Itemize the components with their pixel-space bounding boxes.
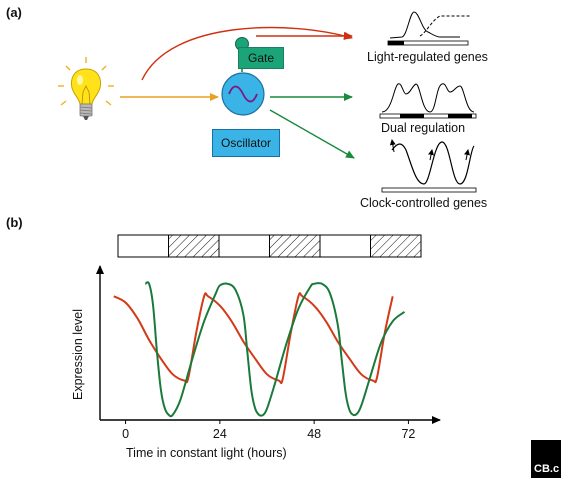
gate-label: Gate bbox=[247, 51, 274, 65]
light-regulated-profile bbox=[387, 11, 470, 46]
publisher-logo: CB.c bbox=[531, 440, 561, 478]
light-to-genes-arrow bbox=[141, 26, 353, 81]
dual-regulation-label: Dual regulation bbox=[381, 121, 466, 135]
light-bulb-icon bbox=[58, 57, 114, 120]
panel-b-label: (b) bbox=[6, 215, 23, 230]
clock-to-clock-genes-arrow bbox=[269, 109, 355, 159]
dual-regulation-profile bbox=[379, 83, 477, 119]
logo-text: CB.c bbox=[534, 463, 560, 475]
bar-segment-light bbox=[218, 234, 270, 258]
oscillator-circle-icon bbox=[221, 72, 265, 116]
light-dark-bar bbox=[117, 234, 422, 258]
x-ticks bbox=[125, 420, 409, 424]
oscillator-box: Oscillator bbox=[212, 129, 280, 157]
bar-segment-dark bbox=[370, 234, 422, 258]
gate-box: Gate bbox=[238, 47, 284, 69]
x-axis-label: Time in constant light (hours) bbox=[126, 446, 287, 460]
bar-segment-dark bbox=[168, 234, 220, 258]
x-tick-label: 72 bbox=[401, 427, 416, 441]
bar-segment-dark bbox=[269, 234, 321, 258]
series-line-green bbox=[144, 281, 406, 418]
x-tick-label: 24 bbox=[212, 427, 227, 441]
clock-controlled-genes-label: Clock-controlled genes bbox=[360, 196, 488, 210]
series-group bbox=[113, 281, 406, 418]
clock-controlled-profile bbox=[381, 139, 477, 193]
light-regulated-genes-label: Light-regulated genes bbox=[367, 50, 488, 64]
series-line-red bbox=[113, 292, 394, 385]
oscillator-label: Oscillator bbox=[220, 136, 271, 150]
y-axis-label: Expression level bbox=[71, 308, 85, 400]
bar-segment-light bbox=[319, 234, 371, 258]
x-tick-label: 48 bbox=[307, 427, 322, 441]
panel-a-label: (a) bbox=[6, 5, 22, 20]
bar-segment-light bbox=[117, 234, 169, 258]
x-tick-label: 0 bbox=[122, 427, 130, 441]
